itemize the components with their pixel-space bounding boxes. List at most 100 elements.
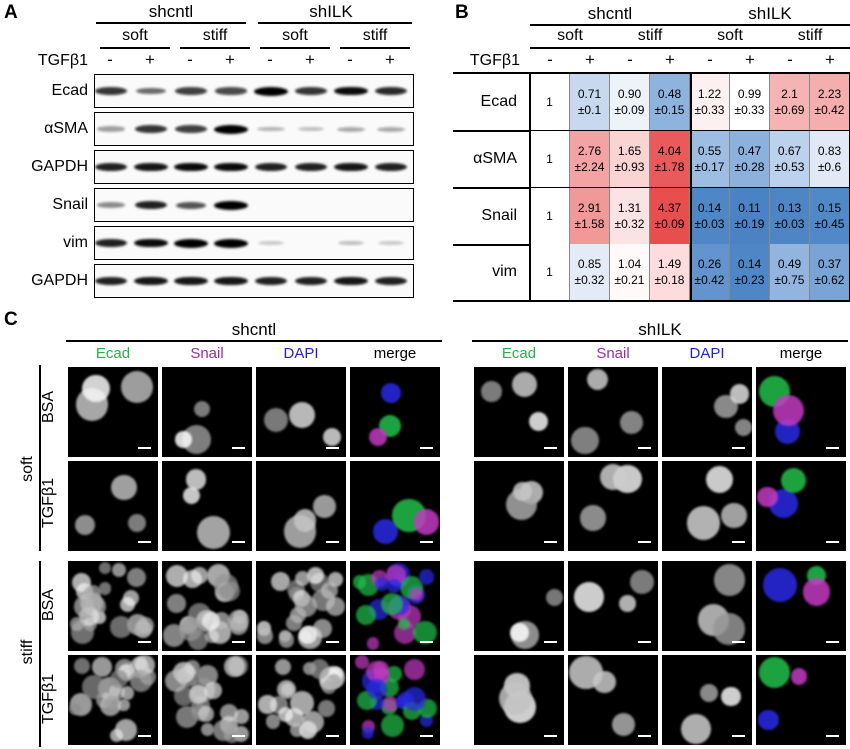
cell-blob — [403, 687, 427, 711]
micrograph-tile — [474, 561, 564, 651]
qt-cell: 0.48 ±0.15 — [650, 74, 690, 130]
qt-cell: 2.76 ±2.24 — [570, 131, 610, 187]
qt-treatment-sign: - — [627, 50, 633, 69]
qt-cell-sd: ±0.19 — [734, 217, 765, 231]
cell-blob — [790, 667, 808, 685]
cell-blob — [498, 682, 532, 716]
cell-blob — [729, 384, 750, 405]
qt-cell: 1.22 ±0.33 — [690, 74, 730, 130]
qt-cell-sd: ±0.62 — [814, 273, 845, 287]
blot-band — [175, 201, 207, 209]
cell-blob — [699, 683, 718, 702]
cell-blob — [120, 686, 134, 700]
qt-treatment-sign: + — [825, 50, 835, 69]
cell-blob — [629, 570, 654, 595]
qt-cell-value: 1.65 — [617, 144, 642, 158]
cell-blob — [713, 612, 746, 645]
mc-stiffness-stiff: stiff — [19, 639, 36, 665]
cell-blob — [713, 563, 746, 596]
cell-blob — [528, 412, 548, 432]
cell-blob — [734, 418, 752, 436]
micrograph-tile — [162, 461, 252, 551]
qt-treatment-sign: - — [707, 50, 713, 69]
cell-blob — [294, 594, 318, 617]
wb-row-label: GAPDH — [31, 272, 88, 289]
micrograph-tile — [568, 367, 658, 457]
qt-treatment-sign: + — [745, 50, 755, 69]
qt-cell-content: 0.14 ±0.03 — [695, 200, 725, 232]
scale-bar — [732, 640, 745, 643]
cell-blob — [166, 564, 189, 587]
blot-strip — [94, 188, 414, 222]
blot-band — [254, 86, 288, 96]
qt-cell: 2.91 ±1.58 — [570, 188, 610, 244]
qt-cell-value: 0.55 — [697, 144, 722, 158]
blot-band — [95, 276, 128, 286]
cell-blob — [362, 726, 375, 740]
qt-cell-sd: ±2.24 — [574, 160, 605, 174]
qt-cell-content: 1 — [546, 208, 553, 224]
qt-cell-value: 0.99 — [737, 87, 762, 101]
blot-band — [175, 125, 207, 133]
cell-blob — [295, 570, 311, 587]
cell-blob — [257, 628, 273, 644]
qt-cell-value: 1 — [546, 95, 553, 109]
qt-cell-value: 0.90 — [617, 87, 642, 101]
cell-blob — [309, 659, 330, 679]
cell-blob — [773, 394, 805, 426]
qt-cell-sd: ±0.6 — [817, 160, 842, 174]
cell-blob — [413, 509, 440, 535]
blot-band — [95, 238, 128, 248]
cell-blob — [758, 709, 779, 730]
qt-cell: 4.04 ±1.78 — [650, 131, 690, 187]
blot-band — [254, 162, 288, 172]
qt-cell-value: 0.11 — [738, 201, 761, 215]
qt-cell-content: 0.14 ±0.23 — [735, 256, 765, 288]
qt-cell-value: 0.71 — [577, 87, 602, 101]
qt-cell-value: 0.14 — [737, 257, 762, 271]
qt-cell-value: 1.31 — [617, 201, 642, 215]
cell-blob — [780, 468, 806, 494]
qt-cell-content: 0.48 ±0.15 — [655, 86, 685, 118]
cell-blob — [375, 577, 390, 592]
wb-group-shcntl: shcntl — [148, 2, 194, 21]
micrograph-tile — [162, 655, 252, 745]
scale-bar — [420, 734, 433, 737]
cell-blob — [223, 726, 240, 743]
wb-treatment-label: TGFβ1 — [37, 52, 88, 69]
cell-blob — [367, 679, 387, 699]
qt-cell-sd: ±1.78 — [654, 160, 685, 174]
qt-cell-value: 0.14 — [697, 201, 722, 215]
qt-cell-sd: ±0.42 — [694, 273, 725, 287]
blot-band — [334, 162, 368, 172]
qt-cell-value: 0.85 — [577, 257, 602, 271]
qt-cell: 1.49 ±0.18 — [650, 244, 690, 300]
qt-cell: 0.71 ±0.1 — [570, 74, 610, 130]
blot-band — [134, 162, 168, 172]
cell-blob — [82, 374, 110, 402]
mc-treatment-tgfb1-soft: TGFβ1 — [40, 477, 57, 528]
blot-band — [337, 126, 365, 132]
cell-blob — [126, 567, 146, 587]
qt-cell-sd: ±0.75 — [774, 273, 805, 287]
qt-cell-value: 2.76 — [577, 144, 602, 158]
cell-blob — [509, 622, 530, 643]
cell-blob — [382, 695, 399, 712]
cell-blob — [686, 506, 721, 540]
qt-cell: 0.15 ±0.45 — [810, 188, 850, 244]
wb-treatment-sign: - — [347, 50, 353, 69]
qt-cell-sd: ±0.28 — [734, 160, 765, 174]
qt-cell-sd: ±0.69 — [774, 103, 805, 117]
mc-stiffness-soft: soft — [19, 456, 36, 482]
qt-cell-value: 2.1 — [781, 87, 798, 101]
cell-blob — [167, 594, 186, 613]
blot-band — [135, 125, 167, 133]
cell-blob — [111, 474, 137, 501]
qt-cell-value: 1.49 — [657, 257, 682, 271]
cell-blob — [418, 569, 435, 585]
qt-cell-content: 2.91 ±1.58 — [575, 200, 605, 232]
mc-treatment-bsa-stiff: BSA — [40, 589, 57, 622]
micrograph-tile — [256, 561, 346, 651]
cell-blob — [136, 616, 155, 634]
mc-channel-label: DAPI — [283, 345, 319, 362]
